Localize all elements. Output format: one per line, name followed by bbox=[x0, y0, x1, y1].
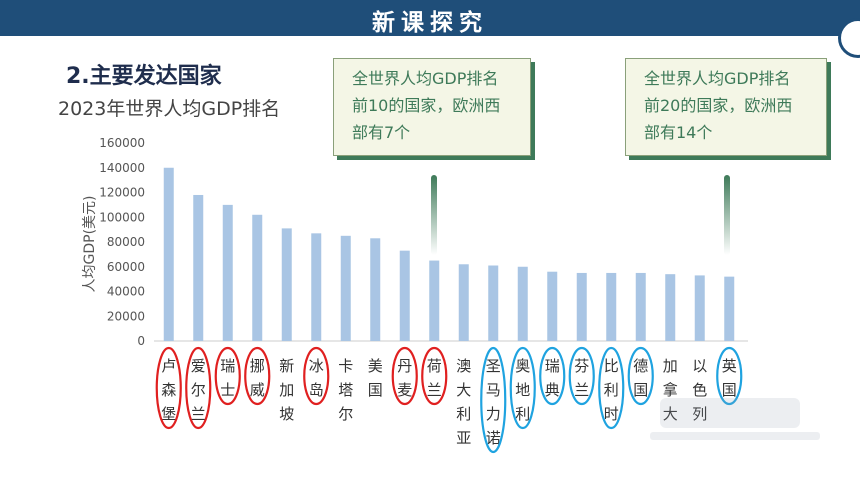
bar bbox=[252, 214, 263, 341]
y-tick-label: 160000 bbox=[99, 136, 145, 150]
x-category-label: 丹麦 bbox=[397, 357, 412, 399]
bar bbox=[665, 274, 676, 341]
bar bbox=[399, 250, 410, 341]
x-category-label: 澳大利亚 bbox=[456, 357, 471, 447]
bar bbox=[694, 275, 705, 341]
bar bbox=[635, 272, 646, 341]
callout-top20-line1: 全世界人均GDP排名 bbox=[644, 69, 791, 88]
highlight-ellipse bbox=[568, 346, 595, 406]
highlight-ellipse bbox=[185, 346, 212, 430]
x-category-label: 挪威 bbox=[250, 357, 265, 399]
bar bbox=[163, 167, 174, 341]
bar bbox=[488, 265, 499, 341]
highlight-ellipse bbox=[716, 346, 743, 406]
y-tick-label: 0 bbox=[137, 334, 145, 348]
x-category-label: 瑞典 bbox=[545, 357, 560, 399]
bar bbox=[222, 204, 233, 341]
x-category-label: 卡塔尔 bbox=[338, 357, 353, 423]
y-tick-label: 60000 bbox=[107, 260, 145, 274]
callout-top10-line2: 前10的国家，欧洲西 bbox=[352, 96, 501, 115]
callout-top10: 全世界人均GDP排名 前10的国家，欧洲西 部有7个 bbox=[333, 58, 531, 156]
callout-arrow-left bbox=[431, 175, 437, 255]
callout-arrow-right bbox=[724, 175, 730, 255]
bar bbox=[606, 272, 617, 341]
x-category-label: 英国 bbox=[722, 357, 737, 399]
highlight-ellipse bbox=[421, 346, 448, 406]
x-category-label: 美国 bbox=[368, 357, 383, 399]
bar bbox=[340, 235, 351, 341]
category-labels: 卢森堡爱尔兰瑞士挪威新加坡冰岛卡塔尔美国丹麦荷兰澳大利亚圣马力诺奥地利瑞典芬兰比… bbox=[161, 357, 737, 447]
bar bbox=[576, 272, 587, 341]
y-axis-ticks: 0 20000 40000 60000 80000 100000 120000 140000 1… bbox=[99, 136, 145, 348]
bar bbox=[547, 271, 558, 341]
x-category-label: 以色列 bbox=[692, 357, 707, 423]
highlight-circles bbox=[155, 346, 743, 454]
y-tick-label: 40000 bbox=[107, 285, 145, 299]
bar bbox=[281, 228, 292, 341]
bar bbox=[311, 233, 322, 341]
highlight-ellipse bbox=[539, 346, 566, 406]
x-category-label: 新加坡 bbox=[279, 357, 294, 423]
x-category-label: 奥地利 bbox=[515, 357, 530, 423]
x-category-label: 加拿大 bbox=[663, 357, 678, 423]
y-axis-title: 人均GDP(美元) bbox=[82, 196, 98, 293]
x-category-label: 冰岛 bbox=[309, 357, 324, 399]
y-axis-title-group: 人均GDP(美元) bbox=[82, 196, 98, 293]
bar bbox=[458, 264, 469, 341]
highlight-ellipse bbox=[244, 346, 271, 406]
highlight-ellipse bbox=[155, 346, 182, 430]
x-category-label: 芬兰 bbox=[574, 357, 589, 399]
y-tick-label: 120000 bbox=[99, 186, 145, 200]
callout-top20-line2: 前20的国家，欧洲西 bbox=[644, 96, 793, 115]
bar bbox=[370, 238, 381, 341]
x-category-label: 圣马力诺 bbox=[486, 357, 501, 447]
bar bbox=[429, 260, 440, 341]
section-heading: 2.主要发达国家 bbox=[66, 64, 222, 89]
y-tick-label: 140000 bbox=[99, 161, 145, 175]
bar bbox=[193, 194, 204, 341]
y-tick-label: 20000 bbox=[107, 309, 145, 323]
bar bbox=[517, 266, 528, 341]
callout-top10-line3: 部有7个 bbox=[352, 123, 411, 142]
watermark-logo bbox=[650, 398, 820, 440]
x-category-label: 卢森堡 bbox=[161, 357, 176, 423]
chart-title: 2023年世界人均GDP排名 bbox=[58, 98, 281, 120]
callout-top20-line3: 部有14个 bbox=[644, 123, 713, 142]
bar bbox=[724, 276, 735, 341]
x-category-label: 比利时 bbox=[604, 357, 619, 423]
y-tick-label: 80000 bbox=[107, 235, 145, 249]
callout-top10-line1: 全世界人均GDP排名 bbox=[352, 69, 499, 88]
highlight-ellipse bbox=[509, 346, 536, 430]
x-category-label: 荷兰 bbox=[427, 357, 442, 399]
highlight-ellipse bbox=[627, 346, 654, 406]
highlight-ellipse bbox=[598, 346, 625, 430]
bars-group bbox=[163, 167, 735, 341]
callout-top20: 全世界人均GDP排名 前20的国家，欧洲西 部有14个 bbox=[625, 58, 827, 156]
x-category-label: 德国 bbox=[633, 357, 648, 399]
highlight-ellipse bbox=[214, 346, 241, 406]
y-tick-label: 100000 bbox=[99, 210, 145, 224]
header-title: 新课探究 bbox=[372, 10, 488, 36]
highlight-ellipse bbox=[391, 346, 418, 406]
x-category-label: 爱尔兰 bbox=[191, 357, 206, 423]
header-bar: 新课探究 bbox=[0, 0, 860, 36]
x-category-label: 瑞士 bbox=[220, 357, 235, 399]
highlight-ellipse bbox=[303, 346, 330, 406]
highlight-ellipse bbox=[480, 346, 507, 454]
